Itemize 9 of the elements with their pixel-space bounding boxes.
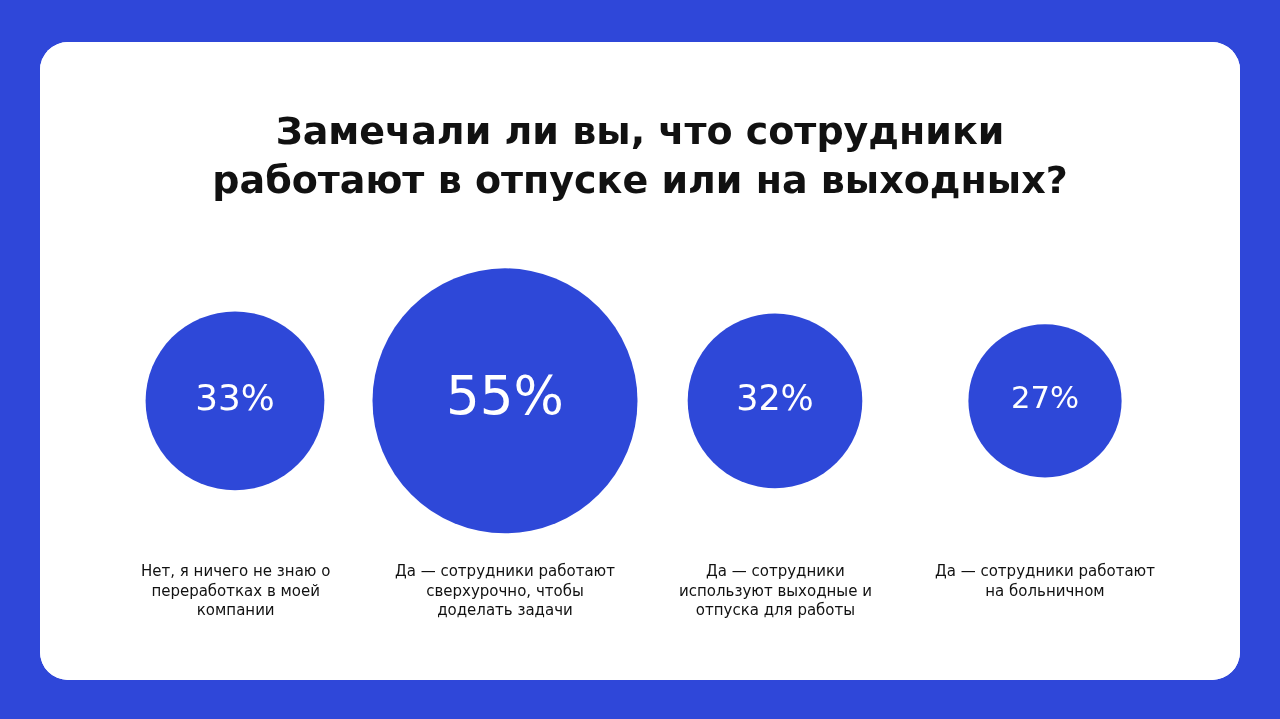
category-label: Нет, я ничего не знаю о переработках в моей компании — [141, 562, 331, 619]
category-label: Да — сотрудники работают сверхурочно, чтобы доделать задачи — [395, 562, 616, 619]
text: Замечали ли вы, что сотрудники работают в отпуске или на выходных? — [212, 109, 1068, 203]
data-label: 27% — [1010, 380, 1080, 416]
data-label: 33% — [195, 376, 275, 418]
data-label: 55% — [446, 365, 564, 427]
category-label: Да — сотрудники работают на больничном — [935, 562, 1156, 600]
category-label: Да — сотрудники используют выходные и отпуска для работы — [679, 562, 872, 619]
data-label: 32% — [736, 377, 814, 418]
